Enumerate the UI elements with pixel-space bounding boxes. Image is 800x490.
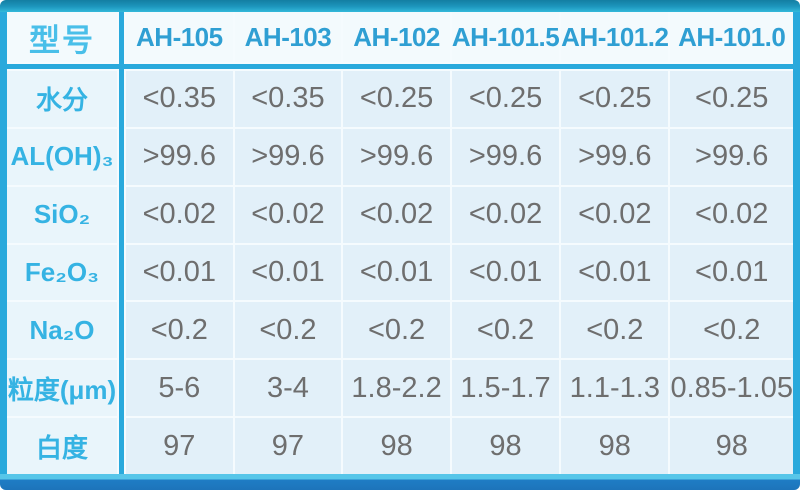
- data-cell: 1.5-1.7: [451, 360, 560, 417]
- data-cell: <0.02: [234, 186, 342, 243]
- header-cell: AH-101.5: [451, 12, 560, 62]
- data-cell: 98: [670, 418, 793, 474]
- data-cell: <0.01: [561, 244, 669, 301]
- data-cell: 1.8-2.2: [343, 360, 450, 417]
- data-cell: >99.6: [126, 128, 233, 185]
- data-cell: <0.02: [561, 186, 669, 243]
- data-cell: <0.25: [343, 71, 450, 127]
- data-cell: 98: [343, 418, 450, 474]
- row-label-aloh3: AL(OH)₃: [7, 128, 117, 185]
- data-cell: 97: [126, 418, 233, 474]
- header-cell-model: 型号: [7, 12, 117, 62]
- header-cell: AH-101.0: [670, 12, 793, 62]
- data-cell: <0.2: [126, 302, 233, 359]
- data-cell: <0.2: [234, 302, 342, 359]
- data-cell: 97: [234, 418, 342, 474]
- data-cell: <0.01: [126, 244, 233, 301]
- data-cell: <0.02: [343, 186, 450, 243]
- data-cell: <0.02: [451, 186, 560, 243]
- data-cell: <0.35: [234, 71, 342, 127]
- header-cell: AH-103: [234, 12, 342, 62]
- data-cell: 3-4: [234, 360, 342, 417]
- spec-table: 型号 AH-105 AH-103 AH-102 AH-101.5 AH-101.…: [7, 12, 793, 474]
- data-cell: <0.01: [234, 244, 342, 301]
- header-cell: AH-102: [343, 12, 450, 62]
- header-cell: AH-101.2: [561, 12, 669, 62]
- data-cell: >99.6: [561, 128, 669, 185]
- data-cell: <0.01: [451, 244, 560, 301]
- data-cell: <0.25: [670, 71, 793, 127]
- data-cell: <0.02: [126, 186, 233, 243]
- data-cell: <0.2: [670, 302, 793, 359]
- data-cell: 98: [451, 418, 560, 474]
- row-label-whiteness: 白度: [7, 418, 117, 474]
- data-cell: <0.02: [670, 186, 793, 243]
- data-cell: 1.1-1.3: [561, 360, 669, 417]
- header-cell: AH-105: [126, 12, 233, 62]
- data-cell: <0.01: [670, 244, 793, 301]
- bottom-accent-bar: [0, 474, 800, 490]
- header-row-divider: [7, 64, 793, 69]
- data-cell: <0.25: [451, 71, 560, 127]
- top-accent-bar: [0, 0, 800, 12]
- row-label-na2o: Na₂O: [7, 302, 117, 359]
- data-cell: <0.2: [561, 302, 669, 359]
- data-cell: <0.2: [343, 302, 450, 359]
- data-cell: <0.25: [561, 71, 669, 127]
- row-label-moisture: 水分: [7, 71, 117, 127]
- data-cell: >99.6: [451, 128, 560, 185]
- data-cell: <0.2: [451, 302, 560, 359]
- data-cell: >99.6: [234, 128, 342, 185]
- data-cell: 5-6: [126, 360, 233, 417]
- data-cell: >99.6: [670, 128, 793, 185]
- data-cell: 98: [561, 418, 669, 474]
- data-cell: <0.35: [126, 71, 233, 127]
- data-cell: <0.01: [343, 244, 450, 301]
- row-label-fe2o3: Fe₂O₃: [7, 244, 117, 301]
- spec-table-frame: 型号 AH-105 AH-103 AH-102 AH-101.5 AH-101.…: [0, 12, 800, 474]
- data-cell: >99.6: [343, 128, 450, 185]
- label-column-divider: [119, 12, 124, 474]
- row-label-particle-size: 粒度(μm): [7, 360, 117, 417]
- row-label-sio2: SiO₂: [7, 186, 117, 243]
- data-cell: 0.85-1.05: [670, 360, 793, 417]
